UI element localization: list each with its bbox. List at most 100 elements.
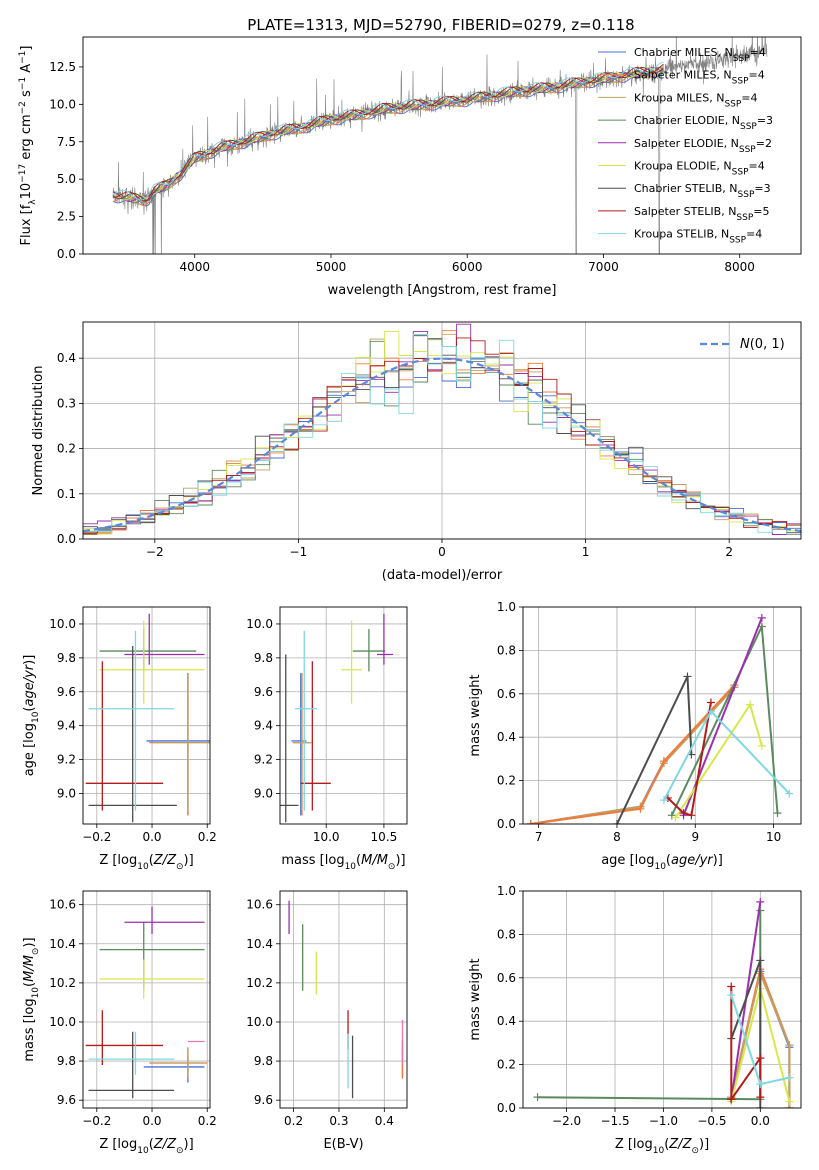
mass_vs_ebv-axes: 0.2 0.3 0.4 9.6 9.8 10.0 10.2 10.4 10.6 E(B-V) [246,890,408,1152]
spectrum-model-line [112,66,664,205]
age_vs_mass-ytick-label: 9.0 [254,786,273,800]
errorbar-point [88,1031,175,1099]
residual_hist-ytick-label: 0.3 [57,396,76,410]
weight-point-marker [636,804,645,813]
errorbar-point [99,620,205,704]
weight_vs_age-xtick-label: 8 [613,830,621,844]
weight-point-marker [679,809,688,818]
weight-point-marker [756,897,765,906]
label-part: )] [22,937,37,947]
label-part: Kroupa MILES, N [634,91,724,104]
label-part: Z/Z [668,1137,692,1152]
weight_vs_age-ytick-label: 0.6 [497,687,516,701]
weight-series-line [530,686,736,824]
label-part: age/yr [22,663,37,706]
weight_vs_age-xtick-label: 9 [691,830,699,844]
spectrum-y-axis-label: Flux [fλ10−17 erg cm−2 s−1 A−1] [18,46,38,246]
weight-point-marker [757,741,766,750]
label-part: age [log [22,723,37,776]
label-part: M/M [361,853,388,868]
mass-z-x-axis-label: Z [log10(Z/Z⊙)] [99,1137,193,1156]
weight-point-marker [746,700,755,709]
label-part: Z [log [615,1137,653,1152]
residual_hist-ytick-label: 0.1 [57,487,76,501]
residual_hist-xtick-label: 2 [725,545,733,559]
spectrum-plot-area [112,37,768,254]
weight-point-marker [727,982,736,991]
spectrum-xtick-label: 7000 [588,260,619,274]
weight-point-marker [785,789,794,798]
weight_vs_Z-y-axis-label: mass weight [468,958,483,1040]
weight_vs_age-plot-area [526,613,794,824]
weight_vs_age-ytick-label: 0.2 [497,774,516,788]
errorbar-point [124,613,205,665]
mass_vs_Z-ytick-label: 9.6 [57,1093,76,1107]
label-part: )] [184,853,194,868]
errorbar-point [300,661,331,811]
label-part: 10 [19,183,34,200]
weight-point-marker [757,613,766,622]
mass_vs_ebv-ytick-label: 10.0 [246,1015,273,1029]
weight_vs_Z-ytick-label: 0.2 [497,1058,516,1072]
mass_vs_ebv-ytick-label: 10.2 [246,976,273,990]
label-part: −2 [18,101,28,114]
spectrum-xtick-label: 4000 [179,260,210,274]
age_vs_mass-ytick-label: 9.6 [254,685,273,699]
errorbar-point [295,630,317,811]
spectrum-ytick-label: 5.0 [57,172,76,186]
spectrum-xtick-label: 6000 [452,260,483,274]
mass-z-y-axis-label: mass [log10(M/M⊙)] [22,937,41,1061]
label-part: SSP [729,236,746,246]
residual_hist-axes: −2 −1 0 1 2 0.0 0.1 0.2 0.3 0.4 N(0, 1) Normed dist… [31,321,802,583]
label-part: ⊙ [176,1146,184,1156]
weight_vs_age-xtick-label: 10 [766,830,781,844]
label-part: mass [log [281,853,344,868]
weight-point-marker [773,809,782,818]
age_vs_Z-xtick-label: −0.2 [82,830,111,844]
label-part: erg cm [19,114,34,163]
mass_vs_Z-ytick-label: 10.2 [49,976,76,990]
label-part: Kroupa STELIB, N [634,228,729,241]
weight-point-marker [785,1041,794,1050]
mass_vs_Z-ytick-label: 10.6 [49,898,76,912]
weight_vs_Z-axes: −2.0 −1.5 −1.0 −0.5 0.0 0.0 0.2 0.4 0.6 0.8 1.0 mas… [468,884,802,1156]
label-part: =4 [750,46,766,59]
label-part: Chabrier ELODIE, N [634,114,740,127]
mass-ebv-x-axis-label: E(B-V) [323,1137,363,1152]
mass_vs_Z-plot-area [85,906,208,1099]
age_vs_Z-xtick-label: 0.2 [198,830,217,844]
label-part: SSP [738,190,755,200]
label-part: ( [149,853,154,868]
mass_vs_ebv-frame [279,890,408,1109]
weight_vs_age-ytick-label: 0.8 [497,643,516,657]
weight-series-line [537,910,762,1101]
label-part: s [19,90,34,101]
residual_hist-xtick-label: −1 [290,545,308,559]
age_vs_mass-ytick-label: 9.8 [254,651,273,665]
label-part: Z [log [99,1137,137,1152]
spectrum-xtick-label: 5000 [316,260,347,274]
label-part: =4 [741,91,757,104]
weight-point-marker [785,1097,794,1106]
errorbar-point [352,629,386,672]
weight_vs_age-frame [522,606,802,825]
label-part: −17 [18,164,28,183]
mass_vs_ebv-xtick-label: 0.4 [375,1114,394,1128]
spectrum-x-axis-label: wavelength [Angstrom, rest frame] [328,283,557,298]
mass_vs_Z-ytick-label: 10.4 [49,937,76,951]
errorbar-point [280,654,299,823]
age_vs_mass-ytick-label: 9.4 [254,719,273,733]
label-part: 10 [31,987,41,999]
spectrum-model-line [112,66,664,202]
residual_hist-xtick-label: −2 [146,545,164,559]
label-part: SSP [732,77,749,87]
legend-label: Salpeter STELIB, NSSP=5 [634,205,770,223]
age_vs_Z-ytick-label: 10.0 [49,617,76,631]
weight-point-marker [706,698,715,707]
label-part: =4 [746,228,762,241]
weight-point-marker [683,672,692,681]
errorbar-point [146,673,210,816]
age-z-y-axis-label: age [log10(age/yr)] [22,655,41,777]
mass_vs_ebv-ytick-label: 10.6 [246,898,273,912]
